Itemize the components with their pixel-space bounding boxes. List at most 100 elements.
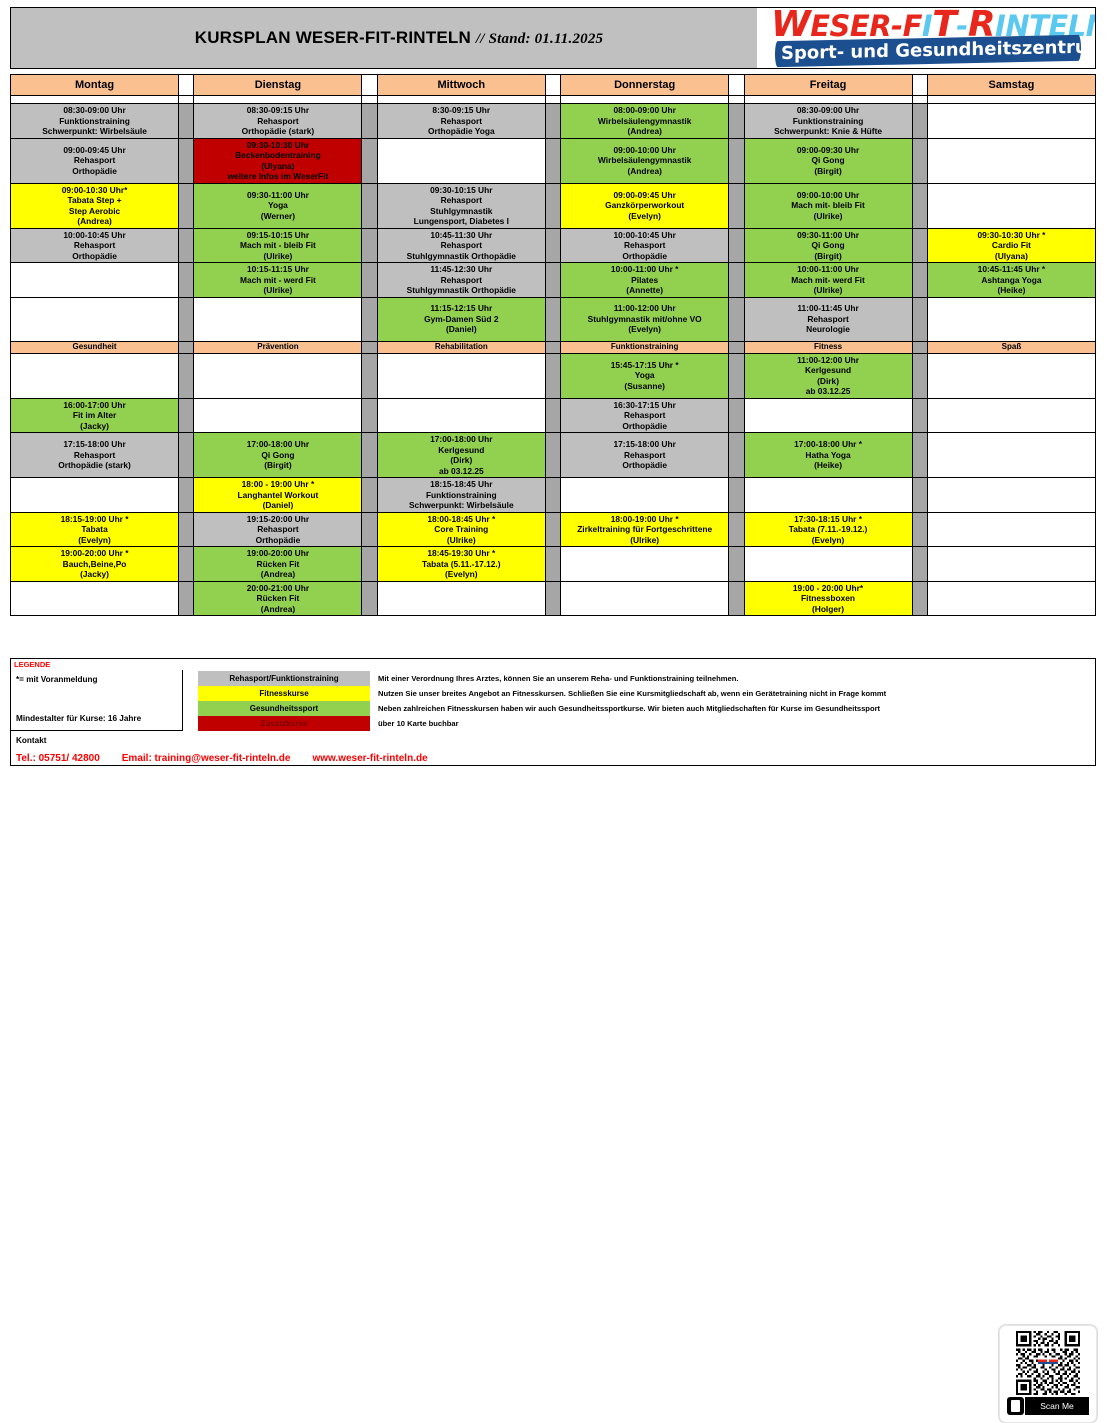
course-cell[interactable]: 19:00-20:00 Uhr Rücken Fit (Andrea): [193, 546, 363, 582]
course-cell[interactable]: 18:45-19:30 Uhr * Tabata (5.11.-17.12.) (E…: [376, 546, 546, 582]
course-cell[interactable]: 17:15-18:00 Uhr Rehasport Orthopädie (star…: [9, 432, 180, 478]
course-cell[interactable]: 17:00-18:00 Uhr Qi Gong (Birgit): [193, 432, 363, 478]
course-detail: Orthopädie: [72, 250, 117, 261]
course-content: 11:00-12:00 Uhr Stuhlgymnastik mit/ohne V…: [561, 302, 728, 336]
course-cell[interactable]: 19:15-20:00 Uhr Rehasport Orthopädie: [193, 511, 363, 547]
qr-code-icon: [1016, 1331, 1080, 1395]
course-detail: (Evelyn): [628, 210, 661, 221]
course-cell[interactable]: 09:00-09:45 Uhr Ganzkörperworkout (Evelyn): [560, 182, 730, 229]
course-name: Mach mit - werd Fit: [239, 274, 316, 285]
category-label-rehabilitation: Rehabilitation: [376, 340, 546, 354]
course-time: 19:00-20:00 Uhr *: [60, 548, 129, 558]
course-cell[interactable]: 17:30-18:15 Uhr * Tabata (7.11.-19.12.) (E…: [743, 511, 913, 547]
course-cell[interactable]: 08:30-09:15 Uhr Rehasport Orthopädie (star…: [193, 103, 363, 139]
course-name: Rehasport: [440, 115, 482, 126]
course-cell[interactable]: 09:00-10:00 Uhr Wirbelsäulengymnastik (And…: [560, 137, 730, 184]
empty-cell: [926, 352, 1097, 399]
course-cell[interactable]: 17:00-18:00 Uhr * Hatha Yoga (Heike): [743, 432, 913, 478]
column-separator: [361, 546, 378, 582]
column-separator: [178, 397, 195, 433]
course-content: 19:00-20:00 Uhr * Bauch,Beine,Po (Jacky): [11, 547, 178, 581]
course-cell[interactable]: 17:15-18:00 Uhr Rehasport Orthopädie: [560, 432, 730, 478]
course-detail: (Dirk): [450, 455, 473, 465]
course-cell[interactable]: 15:45-17:15 Uhr * Yoga (Susanne): [560, 352, 730, 399]
course-cell[interactable]: 11:00-12:00 Uhr Stuhlgymnastik mit/ohne V…: [560, 296, 730, 342]
course-cell[interactable]: 10:00-11:00 Uhr * Pilates (Annette): [560, 262, 730, 298]
course-name: Hatha Yoga: [805, 449, 851, 460]
schedule-row: 11:15-12:15 Uhr Gym-Damen Süd 2 (Daniel) 11…: [9, 296, 1097, 342]
course-cell[interactable]: 10:45-11:45 Uhr * Ashtanga Yoga (Heike): [926, 262, 1097, 298]
column-separator: [178, 137, 195, 184]
contact-website[interactable]: www.weser-fit-rinteln.de: [312, 753, 428, 764]
course-cell[interactable]: 10:15-11:15 Uhr Mach mit - werd Fit (Ulrik…: [193, 262, 363, 298]
course-cell[interactable]: 18:15-19:00 Uhr * Tabata (Evelyn): [9, 511, 180, 547]
course-detail: (Ulrike): [263, 250, 293, 261]
course-cell[interactable]: 08:00-09:00 Uhr Wirbelsäulengymnastik (And…: [560, 103, 730, 139]
course-cell[interactable]: 10:00-11:00 Uhr Mach mit- werd Fit (Ulrike…: [743, 262, 913, 298]
course-content: 09:30-10:30 Uhr Beckenbodentraining (Ulyan…: [194, 139, 361, 183]
course-time: 09:00-10:00 Uhr: [613, 144, 676, 155]
course-time: 09:15-10:15 Uhr: [246, 229, 310, 240]
course-cell[interactable]: 08:30-09:00 Uhr Funktionstraining Schwerpu…: [9, 103, 180, 139]
logo-dash: -: [956, 9, 968, 43]
course-time: 17:15-18:00 Uhr: [63, 439, 126, 450]
course-cell[interactable]: 19:00-20:00 Uhr * Bauch,Beine,Po (Jacky): [9, 546, 180, 582]
column-separator: [544, 352, 562, 399]
course-cell[interactable]: 19:00 - 20:00 Uhr* Fitnessboxen (Holger): [743, 580, 913, 616]
course-cell[interactable]: 09:00-10:30 Uhr* Tabata Step + Step Aerobi…: [9, 182, 180, 229]
course-time: 11:00-12:00 Uhr: [797, 354, 859, 365]
course-name: Rücken Fit: [256, 593, 300, 603]
course-cell[interactable]: 11:00-11:45 Uhr Rehasport Neurologie: [743, 296, 913, 342]
course-name: Kerlgesund: [438, 444, 485, 455]
course-cell[interactable]: 17:00-18:00 Uhr Kerlgesund (Dirk) ab 03.12.…: [376, 432, 546, 478]
course-cell[interactable]: 09:30-11:00 Uhr Qi Gong (Birgit): [743, 227, 913, 263]
course-content: 09:15-10:15 Uhr Mach mit - bleib Fit (Ulri…: [194, 229, 361, 263]
course-cell[interactable]: 18:00 - 19:00 Uhr * Langhantel Workout (Da…: [193, 477, 363, 513]
course-cell[interactable]: 09:15-10:15 Uhr Mach mit - bleib Fit (Ulri…: [193, 227, 363, 263]
course-cell[interactable]: 09:00-10:00 Uhr Mach mit- bleib Fit (Ulrik…: [743, 182, 913, 229]
course-cell[interactable]: 09:30-10:30 Uhr * Cardio Fit (Ulyana): [926, 227, 1097, 263]
contact-phone[interactable]: Tel.: 05751/ 42800: [16, 753, 100, 764]
course-cell[interactable]: 09:30-10:30 Uhr Beckenbodentraining (Ulyan…: [193, 137, 363, 184]
course-time: 10:45-11:30 Uhr: [430, 229, 493, 240]
course-cell[interactable]: 09:00-09:45 Uhr Rehasport Orthopädie: [9, 137, 180, 184]
course-cell[interactable]: 11:15-12:15 Uhr Gym-Damen Süd 2 (Daniel): [376, 296, 546, 342]
column-separator: [544, 340, 562, 354]
course-cell[interactable]: 10:00-10:45 Uhr Rehasport Orthopädie: [9, 227, 180, 263]
course-cell[interactable]: 10:00-10:45 Uhr Rehasport Orthopädie: [560, 227, 730, 263]
course-cell[interactable]: 09:00-09:30 Uhr Qi Gong (Birgit): [743, 137, 913, 184]
course-time: 17:00-18:00 Uhr: [246, 439, 310, 450]
column-separator: [178, 103, 195, 139]
course-detail: Neurologie: [806, 324, 850, 335]
column-separator: [728, 352, 745, 399]
course-cell[interactable]: 18:00-19:00 Uhr * Zirkeltraining für Fort…: [560, 511, 730, 547]
course-content: 11:00-12:00 Uhr Kerlgesund (Dirk) ab 03.12.…: [745, 354, 912, 398]
course-cell[interactable]: 11:45-12:30 Uhr Rehasport Stuhlgymnastik O…: [376, 262, 546, 298]
course-name: Rehasport: [807, 313, 849, 324]
qr-code-widget[interactable]: Scan Me: [999, 1325, 1097, 1423]
course-cell[interactable]: 20:00-21:00 Uhr Rücken Fit (Andrea): [193, 580, 363, 616]
course-cell[interactable]: 11:00-12:00 Uhr Kerlgesund (Dirk) ab 03.12.…: [743, 352, 913, 399]
course-cell[interactable]: 09:30-10:15 Uhr Rehasport Stuhlgymnastik Lu…: [376, 182, 546, 229]
course-content: 19:00 - 20:00 Uhr* Fitnessboxen (Holger): [745, 582, 912, 616]
column-separator: [361, 103, 378, 139]
course-cell[interactable]: 18:00-18:45 Uhr * Core Training (Ulrike): [376, 511, 546, 547]
spacer-cell: [193, 95, 363, 104]
course-time: 20:00-21:00 Uhr: [246, 582, 310, 593]
course-name: Kerlgesund: [805, 365, 852, 375]
empty-cell: [926, 580, 1097, 616]
empty-cell: [560, 477, 730, 513]
spacer-cell: [9, 95, 180, 104]
course-cell[interactable]: 16:30-17:15 Uhr Rehasport Orthopädie: [560, 397, 730, 433]
course-cell[interactable]: 8:30-09:15 Uhr Rehasport Orthopädie Yoga: [376, 103, 546, 139]
course-cell[interactable]: 09:30-11:00 Uhr Yoga (Werner): [193, 182, 363, 229]
course-cell[interactable]: 18:15-18:45 Uhr Funktionstraining Schwerpu…: [376, 477, 546, 513]
course-name: Rehasport: [623, 449, 666, 460]
course-cell[interactable]: 16:00-17:00 Uhr Fit im Alter (Jacky): [9, 397, 180, 433]
course-detail: (Ulrike): [263, 285, 293, 295]
course-cell[interactable]: 08:30-09:00 Uhr Funktionstraining Schwerpu…: [743, 103, 913, 139]
course-cell[interactable]: 10:45-11:30 Uhr Rehasport Stuhlgymnastik O…: [376, 227, 546, 263]
category-label-gesundheit: Gesundheit: [9, 340, 180, 354]
contact-email[interactable]: Email: training@weser-fit-rinteln.de: [121, 753, 291, 764]
separator: [728, 74, 745, 96]
